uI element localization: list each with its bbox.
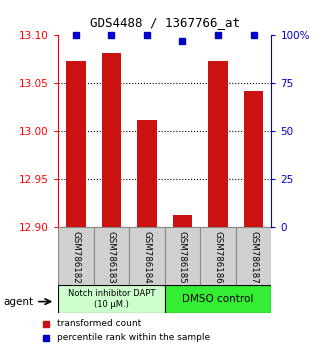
Bar [165, 227, 200, 285]
Text: GDS4488 / 1367766_at: GDS4488 / 1367766_at [90, 17, 241, 29]
Bar [58, 285, 165, 313]
Bar [58, 227, 93, 285]
Bar [66, 61, 85, 227]
Bar [244, 91, 263, 227]
Text: GSM786182: GSM786182 [71, 231, 80, 284]
Text: GSM786184: GSM786184 [142, 231, 151, 284]
Bar [165, 285, 271, 313]
Text: GSM786187: GSM786187 [249, 231, 258, 284]
Bar [129, 227, 165, 285]
Text: percentile rank within the sample: percentile rank within the sample [58, 333, 211, 343]
Text: GSM786186: GSM786186 [213, 231, 222, 284]
Bar [173, 215, 192, 227]
Bar [137, 120, 157, 227]
Bar [93, 227, 129, 285]
Bar [102, 53, 121, 227]
Text: Notch inhibitor DAPT
(10 μM.): Notch inhibitor DAPT (10 μM.) [68, 290, 155, 309]
Bar [208, 61, 228, 227]
Text: transformed count: transformed count [58, 319, 142, 329]
Text: GSM786185: GSM786185 [178, 231, 187, 284]
Text: GSM786183: GSM786183 [107, 231, 116, 284]
Bar [236, 227, 271, 285]
Bar [200, 227, 236, 285]
Text: DMSO control: DMSO control [182, 294, 254, 304]
Text: agent: agent [3, 297, 33, 307]
